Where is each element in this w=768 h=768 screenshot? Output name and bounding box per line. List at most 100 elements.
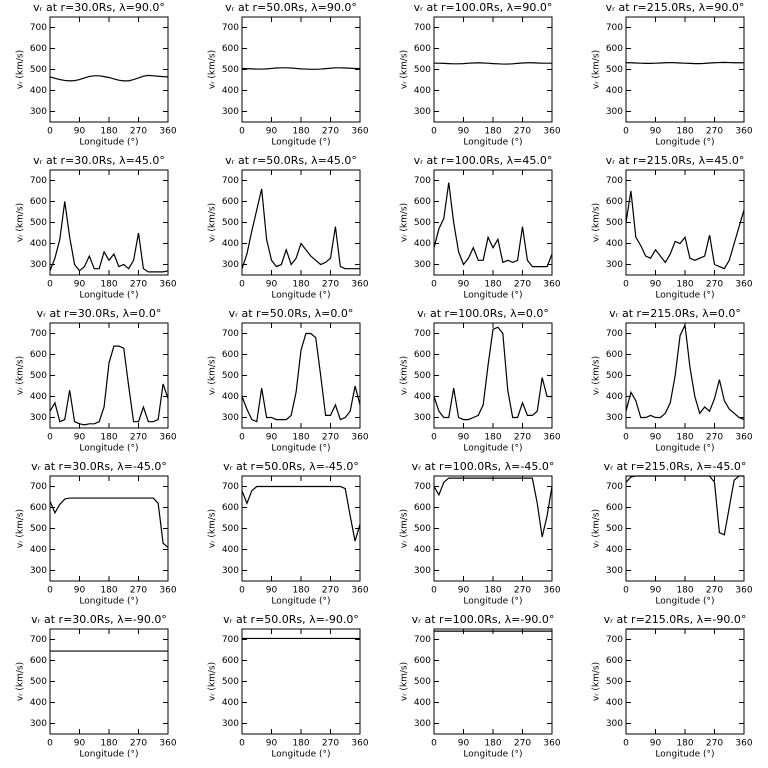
y-tick-label: 700: [222, 482, 239, 492]
x-axis-label: Longitude (°): [655, 444, 714, 454]
plot-frame: [625, 169, 745, 276]
x-tick-label: 90: [74, 280, 86, 290]
y-tick-label: 700: [414, 176, 431, 186]
y-tick-label: 700: [30, 23, 47, 33]
y-tick-label: 600: [606, 197, 623, 207]
y-tick-label: 300: [606, 260, 623, 270]
y-tick-label: 400: [606, 545, 623, 555]
y-tick-label: 700: [606, 482, 623, 492]
x-tick-label: 360: [351, 127, 368, 137]
x-tick-label: 0: [47, 280, 53, 290]
y-axis-label: vᵣ (km/s): [208, 509, 218, 548]
plot-frame: [625, 475, 745, 582]
y-tick-label: 500: [606, 524, 623, 534]
y-tick-label: 300: [414, 260, 431, 270]
x-tick-label: 0: [239, 433, 245, 443]
data-line: [625, 190, 745, 270]
y-tick-label: 500: [222, 524, 239, 534]
panel-title: vᵣ at r=100.0Rs, λ=-45.0°: [412, 460, 555, 473]
x-tick-label: 0: [47, 127, 53, 137]
plot-frame: [241, 169, 361, 276]
x-tick-label: 0: [47, 433, 53, 443]
panel-title: vᵣ at r=30.0Rs, λ=90.0°: [33, 1, 165, 14]
y-tick-label: 700: [222, 329, 239, 339]
x-tick-label: 360: [351, 433, 368, 443]
x-tick-label: 360: [735, 280, 752, 290]
x-axis-label: Longitude (°): [655, 138, 714, 148]
x-tick-label: 360: [735, 739, 752, 749]
y-tick-label: 500: [30, 371, 47, 381]
x-tick-label: 270: [514, 280, 531, 290]
panel-title: vᵣ at r=50.0Rs, λ=0.0°: [229, 307, 354, 320]
y-tick-label: 600: [30, 44, 47, 54]
y-tick-label: 500: [222, 218, 239, 228]
x-tick-label: 270: [706, 280, 723, 290]
y-tick-label: 500: [414, 218, 431, 228]
y-tick-label: 300: [414, 107, 431, 117]
y-tick-label: 600: [222, 503, 239, 513]
x-tick-label: 90: [650, 739, 662, 749]
x-tick-label: 90: [74, 127, 86, 137]
x-tick-label: 180: [100, 739, 117, 749]
y-tick-label: 500: [414, 677, 431, 687]
x-tick-label: 90: [458, 280, 470, 290]
y-tick-label: 500: [30, 65, 47, 75]
y-axis-label: vᵣ (km/s): [16, 509, 26, 548]
y-tick-label: 700: [606, 23, 623, 33]
y-tick-label: 300: [30, 719, 47, 729]
y-axis-label: vᵣ (km/s): [400, 509, 410, 548]
x-tick-label: 270: [322, 280, 339, 290]
x-tick-label: 270: [706, 739, 723, 749]
y-tick-label: 500: [30, 218, 47, 228]
x-tick-label: 180: [676, 433, 693, 443]
y-tick-label: 300: [222, 566, 239, 576]
panel-title: vᵣ at r=30.0Rs, λ=-45.0°: [31, 460, 167, 473]
y-tick-label: 400: [414, 239, 431, 249]
data-line: [49, 345, 169, 426]
y-tick-label: 300: [30, 107, 47, 117]
x-tick-label: 270: [322, 739, 339, 749]
x-tick-label: 360: [543, 127, 560, 137]
x-tick-label: 0: [47, 739, 53, 749]
data-line: [625, 322, 745, 421]
x-tick-label: 270: [130, 586, 147, 596]
y-tick-label: 300: [222, 719, 239, 729]
y-tick-label: 300: [414, 566, 431, 576]
plot-frame: [49, 628, 169, 735]
data-line: [433, 477, 553, 538]
panel-title: vᵣ at r=50.0Rs, λ=-90.0°: [223, 613, 359, 626]
plot-frame: [49, 16, 169, 123]
x-tick-label: 180: [676, 739, 693, 749]
data-line: [433, 182, 553, 268]
y-tick-label: 700: [414, 482, 431, 492]
y-tick-label: 500: [414, 65, 431, 75]
y-tick-label: 600: [606, 503, 623, 513]
y-axis-label: vᵣ (km/s): [16, 50, 26, 89]
x-tick-label: 90: [74, 739, 86, 749]
x-tick-label: 270: [130, 280, 147, 290]
y-tick-label: 300: [606, 566, 623, 576]
x-tick-label: 270: [514, 586, 531, 596]
y-tick-label: 700: [222, 635, 239, 645]
x-tick-label: 360: [543, 433, 560, 443]
y-tick-label: 400: [30, 698, 47, 708]
x-tick-label: 270: [514, 433, 531, 443]
panel-title: vᵣ at r=100.0Rs, λ=0.0°: [417, 307, 549, 320]
x-tick-label: 180: [100, 127, 117, 137]
x-tick-label: 90: [650, 433, 662, 443]
y-axis-label: vᵣ (km/s): [592, 662, 602, 701]
x-tick-label: 180: [484, 280, 501, 290]
x-axis-label: Longitude (°): [271, 291, 330, 301]
panel-title: vᵣ at r=215.0Rs, λ=90.0°: [606, 1, 745, 14]
y-tick-label: 700: [30, 482, 47, 492]
plot-frame: [625, 628, 745, 735]
y-axis-label: vᵣ (km/s): [400, 662, 410, 701]
y-tick-label: 700: [222, 23, 239, 33]
panel-title: vᵣ at r=50.0Rs, λ=90.0°: [225, 1, 357, 14]
x-tick-label: 90: [266, 586, 278, 596]
x-axis-label: Longitude (°): [79, 750, 138, 760]
y-axis-label: vᵣ (km/s): [208, 662, 218, 701]
x-tick-label: 270: [514, 739, 531, 749]
y-axis-label: vᵣ (km/s): [592, 356, 602, 395]
x-tick-label: 0: [431, 280, 437, 290]
